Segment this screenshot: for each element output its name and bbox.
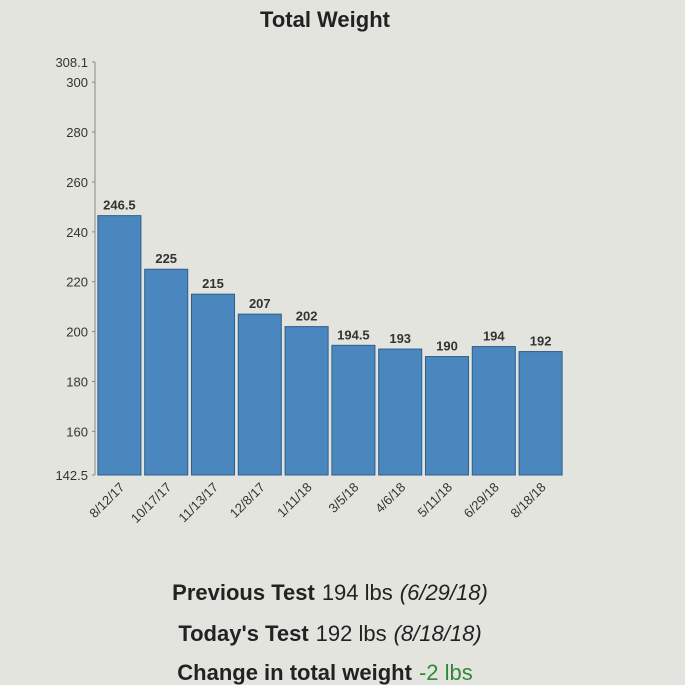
y-tick-label: 260 [66,175,88,190]
bar [284,326,329,476]
value-label: 193 [389,331,411,346]
summary-label: Previous Test [172,580,315,605]
y-tick-label: 200 [66,325,88,340]
value-label: 202 [296,309,318,324]
summary-line: Today's Test 192 lbs (8/18/18) [178,621,481,646]
chart-title: Total Weight [260,7,391,32]
bar [378,348,423,476]
y-tick-label: 280 [66,125,88,140]
y-tick-label: 300 [66,75,88,90]
y-tick-label: 180 [66,374,88,389]
bar [237,313,282,476]
bar [144,268,189,476]
summary-value: 194 lbs [322,580,393,605]
y-tick-label: 142.5 [55,468,88,483]
summary-line: Previous Test 194 lbs (6/29/18) [172,580,488,605]
value-label: 225 [155,251,177,266]
summary-date: (8/18/18) [394,621,482,646]
summary-label: Change in total weight [177,660,412,685]
value-label: 207 [249,296,271,311]
bar [190,293,236,476]
summary-date: (6/29/18) [400,580,488,605]
summary-label: Today's Test [178,621,309,646]
summary-value: 192 lbs [316,621,387,646]
value-label: 190 [436,339,458,354]
value-label: 194.5 [337,327,370,342]
value-label: 194 [483,329,505,344]
value-label: 215 [202,276,224,291]
bar [471,346,516,476]
y-tick-label: 240 [66,225,88,240]
y-tick-label: 220 [66,275,88,290]
summary-line: Change in total weight -2 lbs [177,660,472,685]
value-label: 246.5 [103,198,136,213]
bar [97,215,142,476]
value-label: 192 [530,334,552,349]
bar [518,351,563,476]
bar [331,344,376,476]
y-tick-label: 308.1 [55,55,88,70]
bar [424,356,470,476]
summary-value: -2 lbs [419,660,473,685]
y-tick-label: 160 [66,424,88,439]
